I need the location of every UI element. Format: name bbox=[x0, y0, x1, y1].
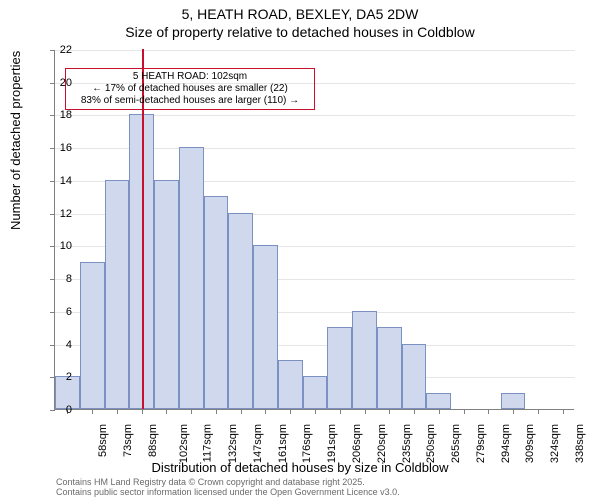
x-tick-label: 294sqm bbox=[500, 424, 512, 463]
x-tick bbox=[315, 409, 316, 414]
annotation-box: 5 HEATH ROAD: 102sqm← 17% of detached ho… bbox=[65, 68, 315, 110]
bar bbox=[228, 213, 253, 409]
x-tick-label: 235sqm bbox=[401, 424, 413, 463]
page-title-line1: 5, HEATH ROAD, BEXLEY, DA5 2DW bbox=[0, 6, 600, 24]
annotation-line: 83% of semi-detached houses are larger (… bbox=[70, 95, 310, 107]
bar bbox=[426, 393, 451, 409]
x-tick-label: 279sqm bbox=[475, 424, 487, 463]
plot-area: 5 HEATH ROAD: 102sqm← 17% of detached ho… bbox=[54, 50, 574, 410]
page-title-line2: Size of property relative to detached ho… bbox=[0, 24, 600, 42]
bar bbox=[204, 196, 229, 409]
footer-attribution: Contains HM Land Registry data © Crown c… bbox=[56, 478, 400, 498]
bar bbox=[303, 376, 328, 409]
x-tick-label: 58sqm bbox=[97, 424, 109, 457]
bar bbox=[327, 327, 352, 409]
bar bbox=[179, 147, 204, 409]
x-tick bbox=[117, 409, 118, 414]
histogram-chart: 5 HEATH ROAD: 102sqm← 17% of detached ho… bbox=[54, 50, 574, 410]
x-tick bbox=[166, 409, 167, 414]
y-tick-label: 8 bbox=[42, 273, 72, 285]
x-tick bbox=[191, 409, 192, 414]
x-tick bbox=[216, 409, 217, 414]
x-tick-label: 309sqm bbox=[524, 424, 536, 463]
x-tick-label: 73sqm bbox=[122, 424, 134, 457]
y-axis-label: Number of detached properties bbox=[8, 51, 23, 230]
y-tick-label: 0 bbox=[42, 404, 72, 416]
x-tick-label: 176sqm bbox=[302, 424, 314, 463]
x-tick-label: 250sqm bbox=[425, 424, 437, 463]
y-tick-label: 6 bbox=[42, 306, 72, 318]
y-tick-label: 22 bbox=[42, 44, 72, 56]
y-tick-label: 2 bbox=[42, 371, 72, 383]
bar bbox=[278, 360, 303, 409]
x-tick bbox=[488, 409, 489, 414]
x-tick bbox=[365, 409, 366, 414]
x-tick bbox=[414, 409, 415, 414]
x-tick-label: 88sqm bbox=[147, 424, 159, 457]
bar bbox=[501, 393, 526, 409]
y-tick-label: 10 bbox=[42, 240, 72, 252]
y-tick-label: 14 bbox=[42, 175, 72, 187]
x-tick bbox=[340, 409, 341, 414]
x-tick bbox=[538, 409, 539, 414]
y-tick-label: 18 bbox=[42, 109, 72, 121]
bar bbox=[105, 180, 130, 409]
y-tick-label: 16 bbox=[42, 142, 72, 154]
y-tick-label: 4 bbox=[42, 339, 72, 351]
y-tick-label: 20 bbox=[42, 77, 72, 89]
x-tick bbox=[439, 409, 440, 414]
annotation-line: ← 17% of detached houses are smaller (22… bbox=[70, 83, 310, 95]
x-tick bbox=[142, 409, 143, 414]
x-tick bbox=[513, 409, 514, 414]
x-tick bbox=[389, 409, 390, 414]
x-tick-label: 206sqm bbox=[351, 424, 363, 463]
x-tick bbox=[265, 409, 266, 414]
x-tick bbox=[464, 409, 465, 414]
bar bbox=[352, 311, 377, 409]
bar bbox=[377, 327, 402, 409]
x-tick bbox=[563, 409, 564, 414]
x-tick-label: 147sqm bbox=[252, 424, 264, 463]
bar bbox=[154, 180, 179, 409]
x-tick-label: 161sqm bbox=[277, 424, 289, 463]
x-tick-label: 117sqm bbox=[202, 424, 214, 462]
x-tick-label: 220sqm bbox=[376, 424, 388, 463]
bar bbox=[80, 262, 105, 409]
footer-line2: Contains public sector information licen… bbox=[56, 488, 400, 498]
x-tick-label: 132sqm bbox=[227, 424, 239, 463]
gridline bbox=[55, 50, 575, 51]
y-tick-label: 12 bbox=[42, 208, 72, 220]
x-tick-label: 191sqm bbox=[326, 424, 338, 463]
x-tick-label: 324sqm bbox=[549, 424, 561, 463]
x-tick bbox=[92, 409, 93, 414]
x-tick-label: 102sqm bbox=[178, 424, 190, 463]
bar bbox=[253, 245, 278, 409]
x-tick-label: 265sqm bbox=[450, 424, 462, 463]
bar bbox=[402, 344, 427, 409]
x-tick bbox=[241, 409, 242, 414]
x-tick bbox=[290, 409, 291, 414]
x-tick-label: 338sqm bbox=[574, 424, 586, 463]
annotation-line: 5 HEATH ROAD: 102sqm bbox=[70, 71, 310, 83]
